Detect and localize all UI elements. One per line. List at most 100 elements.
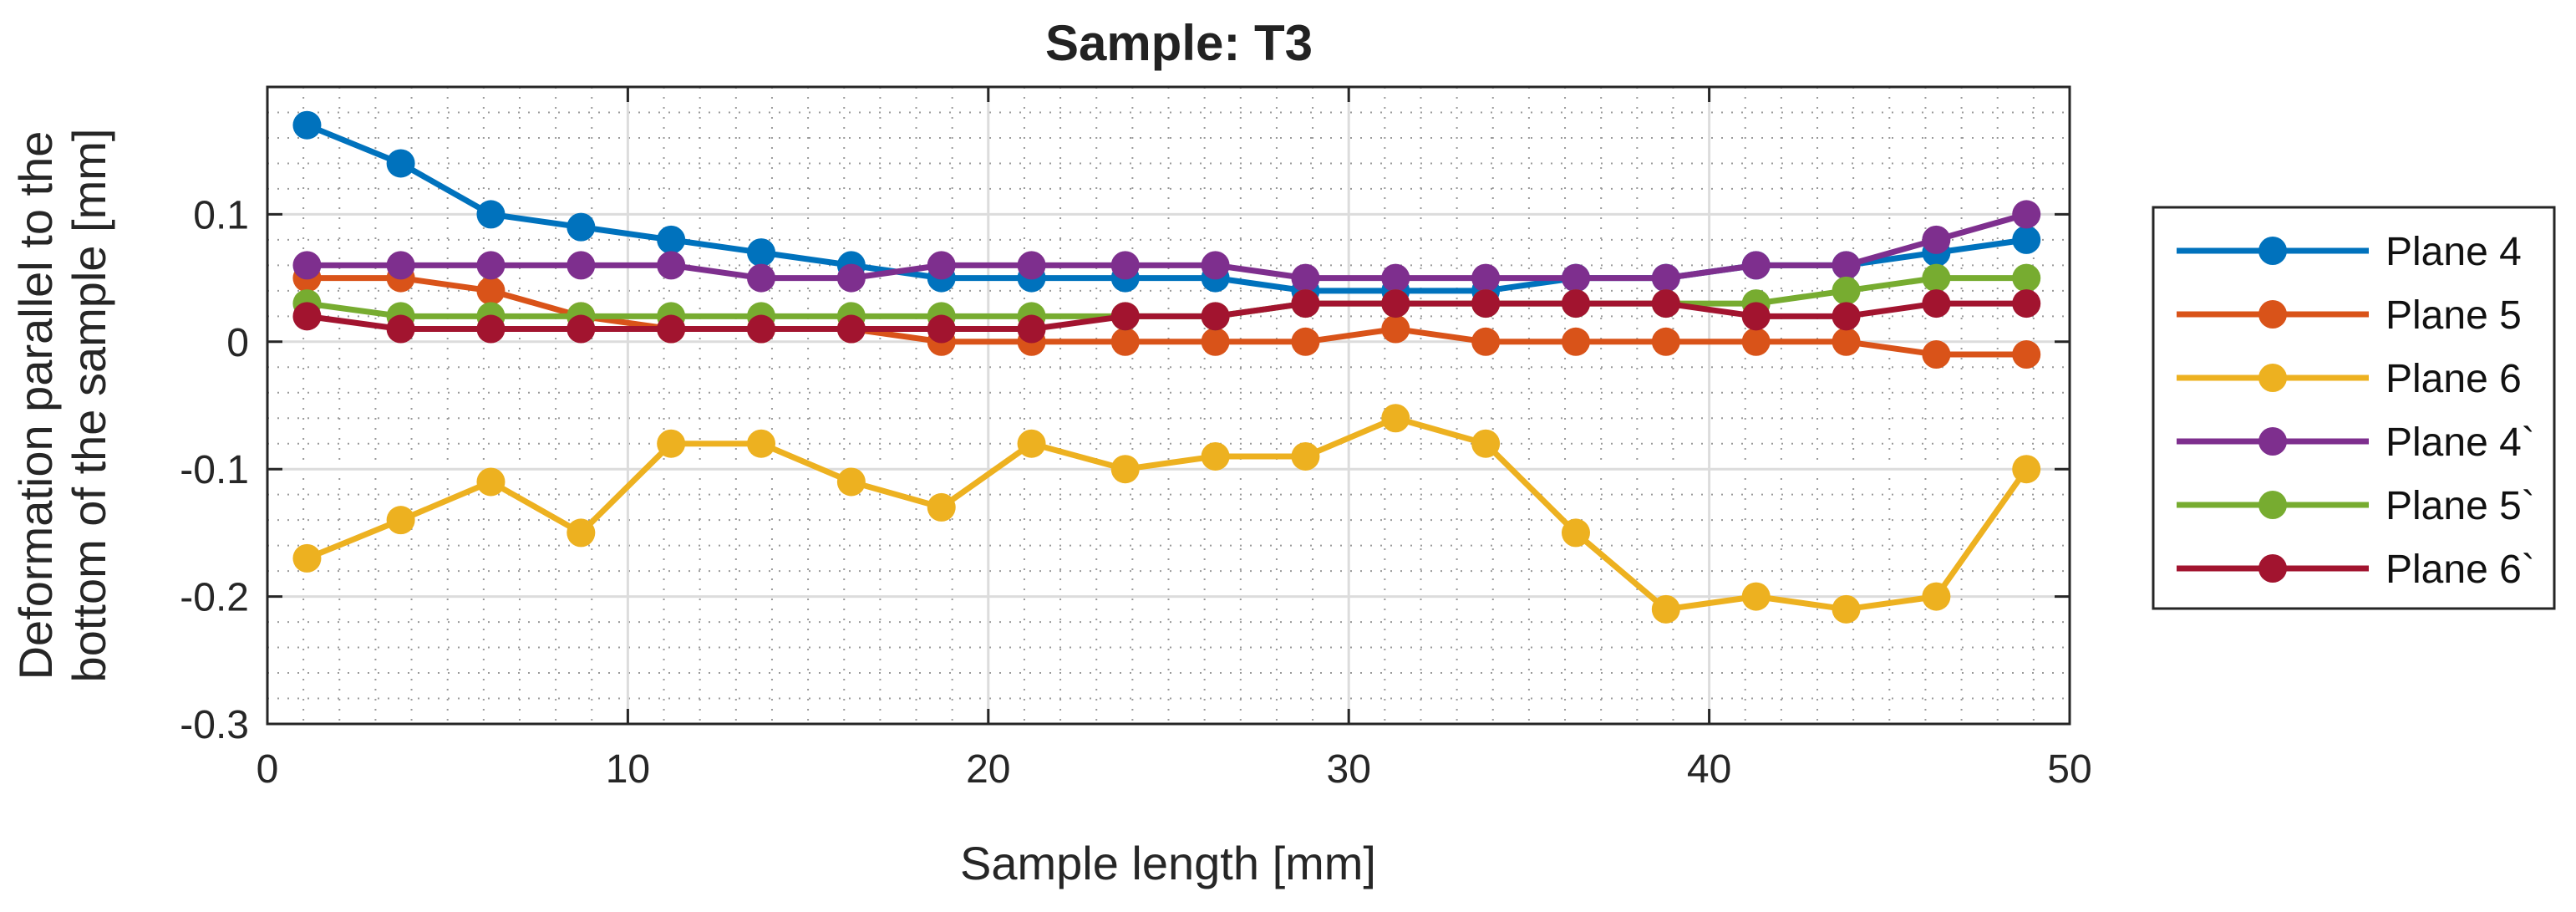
data-point [927, 492, 956, 522]
chart-title: Sample: T3 [1045, 15, 1313, 71]
legend-entry: Plane 5 [2177, 293, 2522, 338]
data-point [747, 429, 776, 458]
plot-area [267, 87, 2070, 724]
data-point [1561, 289, 1590, 318]
series-plane-6-prime [292, 289, 2041, 344]
data-point [567, 314, 596, 344]
legend-entry: Plane 4` [2177, 420, 2535, 465]
data-point [1381, 289, 1410, 318]
data-point [1741, 302, 1771, 331]
data-point [1201, 251, 1230, 280]
data-point [657, 429, 686, 458]
y-axis-label: Deformation parallel to the bottom of th… [9, 129, 115, 683]
legend-marker [2258, 300, 2287, 329]
y-axis: -0.3 -0.2 -0.1 0 0.1 [180, 193, 2070, 747]
legend-marker [2258, 491, 2287, 519]
data-point [2012, 225, 2041, 254]
series-plane-4-prime [292, 200, 2041, 293]
data-point [747, 238, 776, 267]
data-point [1922, 263, 1951, 293]
x-axis: 0 10 20 30 40 50 [257, 87, 2092, 792]
x-tick-label: 40 [1687, 747, 1731, 792]
series-layer [292, 110, 2041, 624]
data-point [1922, 582, 1951, 611]
data-point [1017, 314, 1046, 344]
data-point [386, 251, 415, 280]
legend-entry: Plane 4 [2177, 230, 2522, 274]
data-point [476, 467, 506, 497]
x-axis-label: Sample length [mm] [960, 837, 1376, 889]
data-point [386, 149, 415, 178]
data-point [567, 251, 596, 280]
data-point [1110, 251, 1140, 280]
data-point [1291, 327, 1320, 356]
legend-label: Plane 6` [2385, 548, 2535, 592]
x-tick-label: 0 [257, 747, 279, 792]
data-point [747, 314, 776, 344]
data-point [567, 518, 596, 548]
series-line [306, 300, 2027, 333]
data-point [836, 314, 866, 344]
data-point [2012, 340, 2041, 369]
data-point [1381, 404, 1410, 433]
legend-entry: Plane 6` [2177, 548, 2535, 592]
data-point [1651, 289, 1680, 318]
data-point [1561, 327, 1590, 356]
data-point [1201, 327, 1230, 356]
data-point [476, 276, 506, 305]
data-point [476, 200, 506, 229]
legend: Plane 4 Plane 5 Plane 6 Plane 4` Plane 5` Pla… [2152, 206, 2556, 610]
data-point [1381, 263, 1410, 293]
data-point [1651, 327, 1680, 356]
x-tick-label: 20 [966, 747, 1010, 792]
legend-label: Plane 6 [2385, 357, 2522, 401]
series-line [306, 415, 2030, 613]
y-tick-label: -0.2 [180, 576, 249, 620]
data-point [1832, 276, 1861, 305]
legend-label: Plane 5 [2385, 293, 2522, 338]
data-point [1110, 327, 1140, 356]
data-point [1201, 302, 1230, 331]
data-point [1110, 455, 1140, 484]
data-point [1201, 441, 1230, 471]
plot-frame [266, 85, 2071, 726]
y-axis-label-line-1: Deformation parallel to the [9, 131, 62, 680]
data-point [1291, 289, 1320, 318]
legend-marker [2258, 364, 2287, 392]
x-tick-label: 50 [2047, 747, 2091, 792]
data-point [386, 506, 415, 535]
y-axis-label-line-2: bottom of the sample [mm] [63, 129, 115, 683]
data-point [1922, 340, 1951, 369]
data-point [1017, 251, 1046, 280]
legend-box [2152, 206, 2556, 610]
data-point [1017, 429, 1046, 458]
data-point [1561, 263, 1590, 293]
series-line [307, 211, 2028, 282]
data-point [1561, 518, 1590, 548]
data-point [2012, 289, 2041, 318]
x-tick-label: 10 [606, 747, 650, 792]
y-tick-label: 0 [226, 321, 249, 365]
legend-marker [2258, 427, 2287, 456]
data-point [657, 225, 686, 254]
data-point [476, 314, 506, 344]
legend-entry: Plane 6 [2177, 357, 2522, 401]
data-point [927, 251, 956, 280]
y-tick-label: -0.1 [180, 448, 249, 492]
data-point [747, 263, 776, 293]
data-point [1832, 302, 1861, 331]
data-point [1291, 441, 1320, 471]
legend-marker [2258, 554, 2287, 583]
y-tick-label: -0.3 [180, 703, 249, 747]
legend-label: Plane 5` [2385, 484, 2535, 528]
data-point [1110, 302, 1140, 331]
data-point [292, 251, 322, 280]
data-point [2012, 263, 2041, 293]
data-point [1741, 582, 1771, 611]
data-point [1471, 429, 1501, 458]
data-point [567, 212, 596, 242]
data-point [657, 314, 686, 344]
data-point [1741, 327, 1771, 356]
data-point [1471, 289, 1501, 318]
